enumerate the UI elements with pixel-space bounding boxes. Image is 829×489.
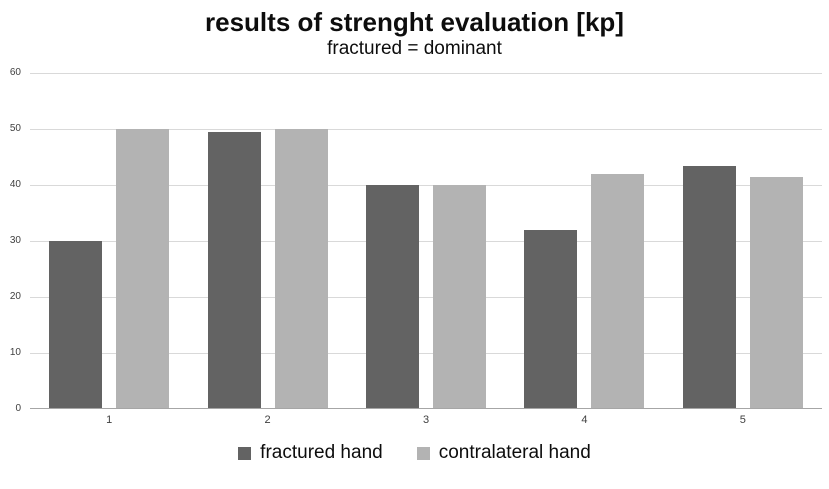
chart-title: results of strenght evaluation [kp] [205,7,624,37]
bar-fractured-hand-5 [682,165,736,410]
bar-fractured-hand-2 [207,132,261,410]
bar-group-3 [347,73,505,410]
x-axis-labels: 1 2 3 4 5 [30,414,822,426]
legend-swatch-icon [416,446,430,460]
legend-item-fractured-hand: fractured hand [238,442,383,464]
x-axis-line [30,408,822,410]
y-tick-label: 0 [15,403,21,415]
gridline [30,241,822,243]
gridline [30,297,822,299]
x-tick-label: 1 [106,414,113,427]
gridline [30,353,822,355]
gridline [30,129,822,131]
plot-row: 0 10 20 30 40 50 60 1 2 3 4 5 [0,68,829,426]
bar-fractured-hand-4 [524,230,578,410]
bar-group-5 [664,73,822,410]
x-tick-label: 5 [739,414,746,427]
bar-contralateral-hand-2 [274,129,328,410]
x-tick-label: 2 [264,414,271,427]
plot-column: 1 2 3 4 5 [30,73,822,426]
x-tick-label: 3 [422,414,430,427]
plot-area [30,73,822,410]
bar-group-1 [30,73,188,410]
legend-label: fractured hand [260,442,383,464]
y-axis-labels: 0 10 20 30 40 50 60 [0,68,30,414]
gridline [30,73,822,75]
legend-swatch-icon [238,446,252,460]
bar-fractured-hand-1 [49,241,103,410]
legend-label: contralateral hand [438,442,591,464]
bar-group-2 [188,73,346,410]
bar-contralateral-hand-5 [749,177,803,410]
bar-contralateral-hand-1 [116,129,170,410]
y-tick-label: 40 [9,179,21,191]
y-tick-label: 30 [9,235,21,247]
x-tick-label: 4 [581,414,588,427]
y-tick-label: 20 [9,291,21,303]
chart-subtitle: fractured = dominant [327,37,502,59]
legend-item-contralateral-hand: contralateral hand [416,442,591,464]
bar-contralateral-hand-4 [591,174,645,410]
bar-contralateral-hand-3 [433,185,487,410]
y-tick-label: 60 [9,67,21,79]
y-tick-label: 50 [9,123,21,135]
bar-groups [30,73,822,410]
legend: fractured hand contralateral hand [0,442,829,464]
y-tick-label: 10 [9,347,21,359]
bar-fractured-hand-3 [366,185,420,410]
bar-group-4 [505,73,663,410]
gridline [30,185,822,187]
